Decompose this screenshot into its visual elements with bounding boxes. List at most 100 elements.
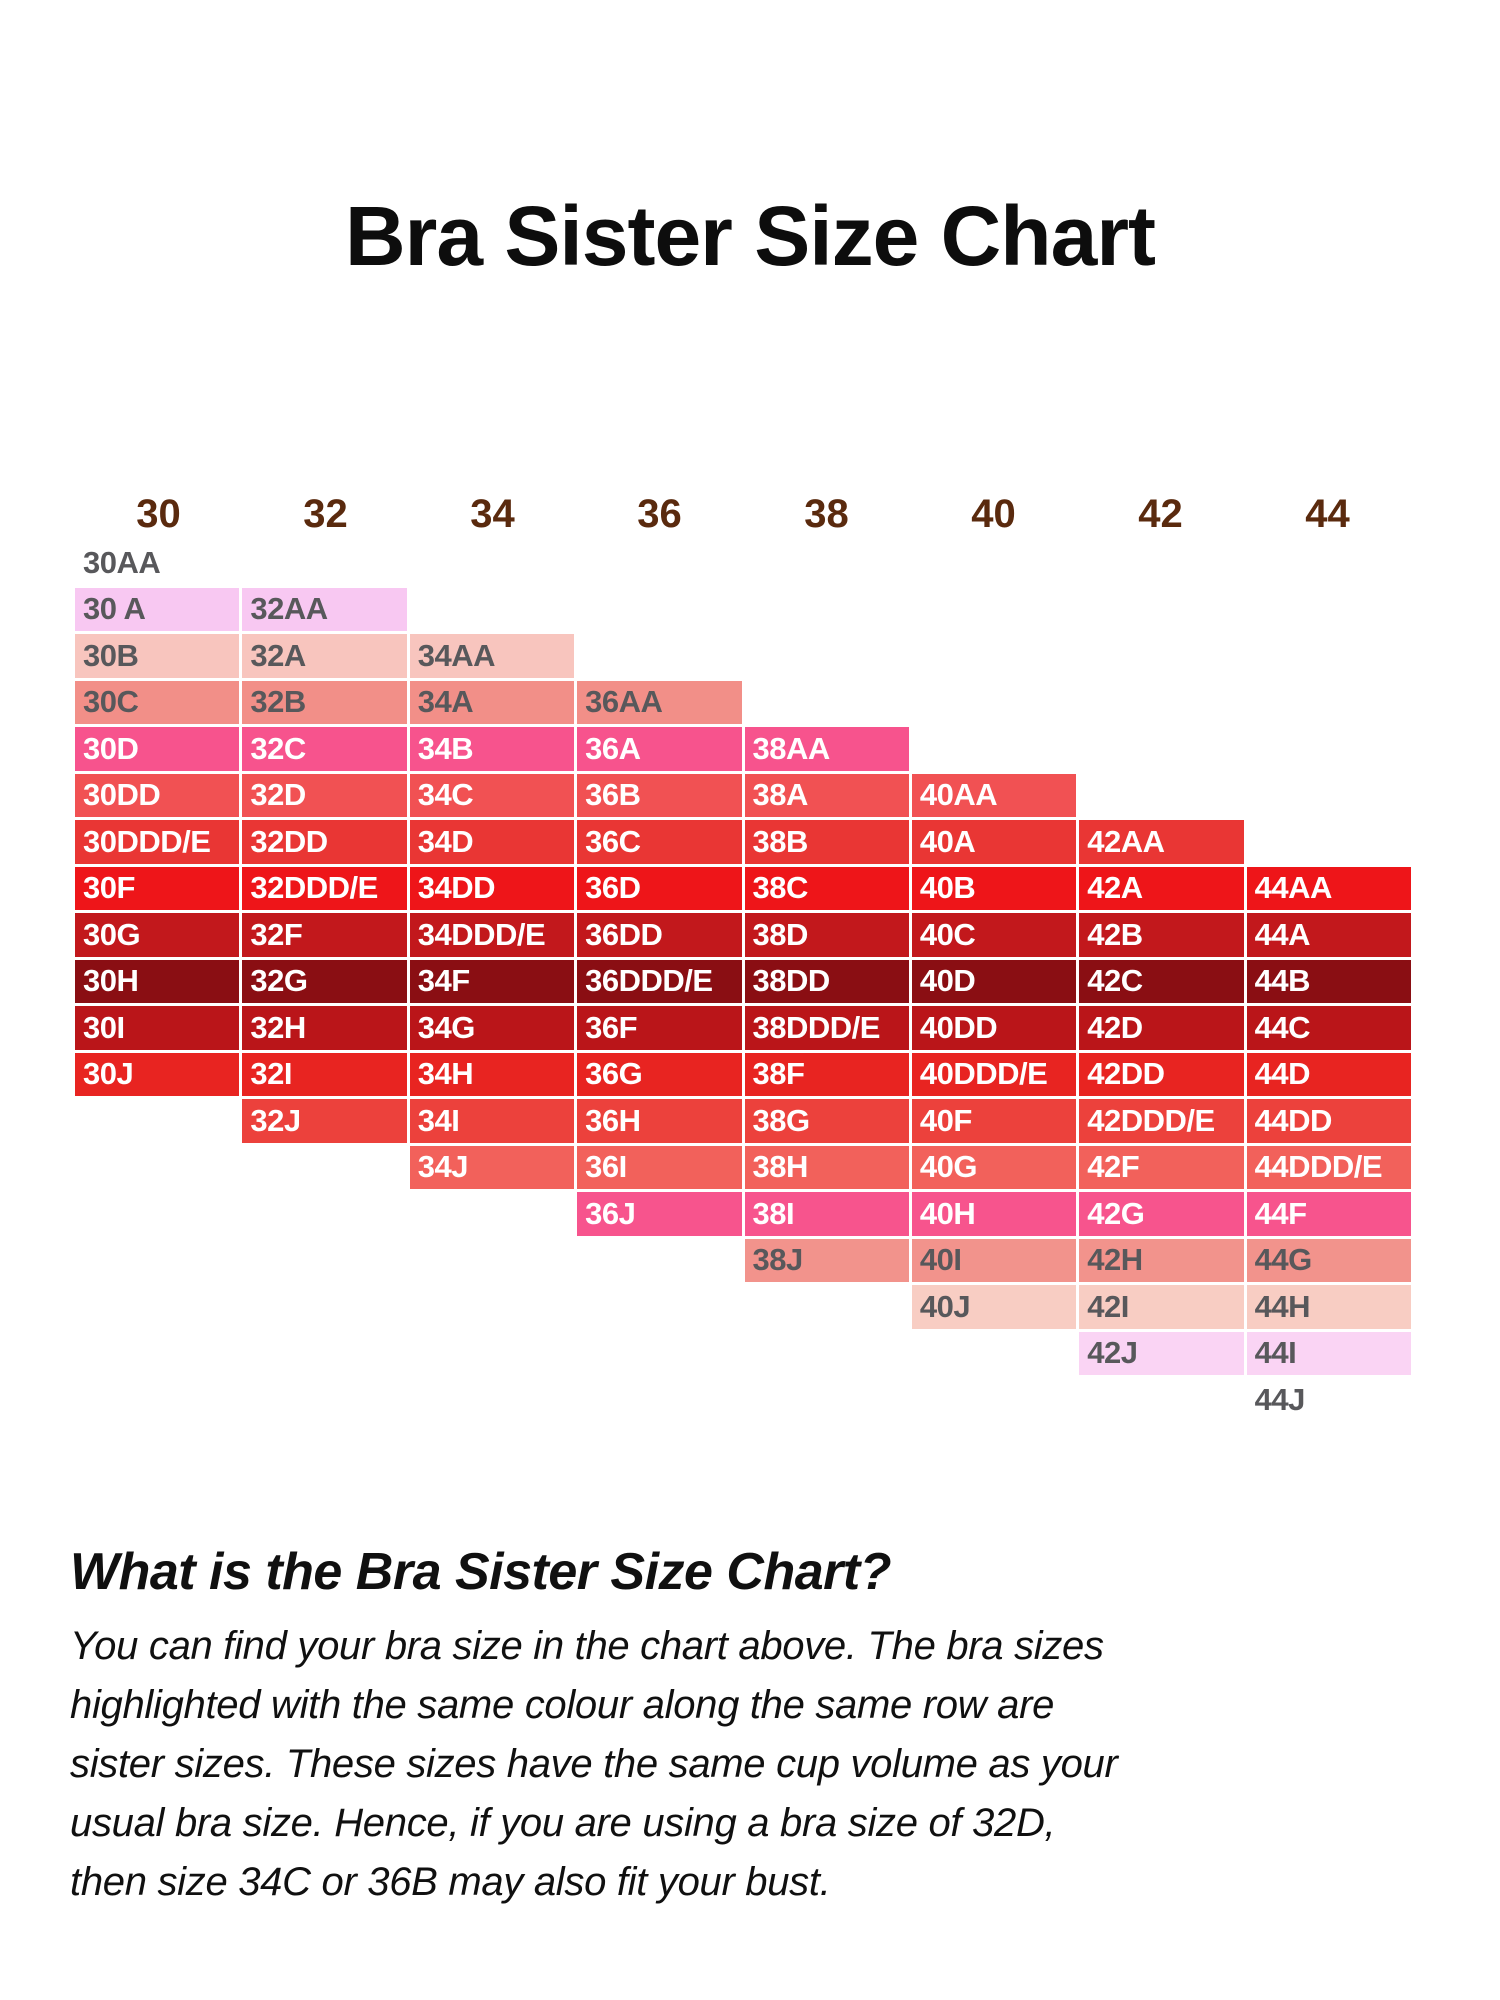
band-size-header: 32: [303, 492, 348, 536]
size-cell: 42F: [1079, 1145, 1244, 1189]
size-cell: 44AA: [1246, 866, 1411, 910]
size-cell: 30DD: [75, 773, 240, 817]
explanation-paragraph: You can find your bra size in the chart …: [70, 1617, 1150, 1912]
page-title: Bra Sister Size Chart: [345, 189, 1156, 283]
size-cell: 36A: [577, 727, 742, 771]
size-cell: 36DD: [577, 913, 742, 957]
size-cell: 34I: [409, 1099, 575, 1143]
size-cell: 44A: [1246, 913, 1411, 957]
size-cell: 32C: [242, 727, 407, 771]
size-cell: 32J: [242, 1099, 407, 1143]
size-cell: 34DD: [409, 866, 575, 910]
size-cell: 36F: [577, 1006, 742, 1050]
size-cell: 34B: [409, 727, 575, 771]
size-cell: 40G: [911, 1145, 1077, 1189]
size-cell: 34H: [409, 1052, 575, 1096]
size-cell: 30C: [75, 680, 240, 724]
size-cell: 38A: [744, 773, 909, 817]
size-cell: 38C: [744, 866, 909, 910]
size-cell: 30I: [75, 1006, 240, 1050]
size-cell: 42I: [1079, 1285, 1244, 1329]
size-cell: 30F: [75, 866, 240, 910]
size-cell: 34D: [409, 820, 575, 864]
size-cell: 44G: [1246, 1238, 1411, 1282]
size-cell: 40DD: [911, 1006, 1077, 1050]
size-cell: 34DDD/E: [409, 913, 575, 957]
size-cell: 32H: [242, 1006, 407, 1050]
size-cell: 34G: [409, 1006, 575, 1050]
size-cell: 42DDD/E: [1079, 1099, 1244, 1143]
size-cell: 32B: [242, 680, 407, 724]
band-size-header: 44: [1305, 492, 1350, 536]
size-cell: 42C: [1079, 959, 1244, 1003]
size-cell: 38AA: [744, 727, 909, 771]
size-cell: 36DDD/E: [577, 959, 742, 1003]
size-cell: 40C: [911, 913, 1077, 957]
size-cell: 44DDD/E: [1246, 1145, 1411, 1189]
explanation-line: highlighted with the same colour along t…: [70, 1682, 1055, 1727]
size-cell: 42H: [1079, 1238, 1244, 1282]
size-cell: 44I: [1246, 1331, 1411, 1375]
size-cell: 30J: [75, 1052, 240, 1096]
band-size-header: 40: [971, 492, 1016, 536]
size-cell: 30D: [75, 727, 240, 771]
size-cell: 42B: [1079, 913, 1244, 957]
size-cell: 44B: [1246, 959, 1411, 1003]
size-cell: 42D: [1079, 1006, 1244, 1050]
size-cell: 32F: [242, 913, 407, 957]
size-cell: 40A: [911, 820, 1077, 864]
band-size-header: 38: [804, 492, 849, 536]
band-size-header: 42: [1138, 492, 1183, 536]
size-cell: 36AA: [577, 680, 742, 724]
size-cell: 40DDD/E: [911, 1052, 1077, 1096]
band-size-header-row: 30 32 34 36 38 40 42 44: [75, 494, 1411, 534]
size-cell: 42AA: [1079, 820, 1244, 864]
band-size-header: 36: [637, 492, 682, 536]
size-cell: 32D: [242, 773, 407, 817]
size-cell: 38I: [744, 1192, 909, 1236]
size-cell: 36C: [577, 820, 742, 864]
size-cell: 36H: [577, 1099, 742, 1143]
size-cell: 40I: [911, 1238, 1077, 1282]
size-cell: 30H: [75, 959, 240, 1003]
size-cell: 32I: [242, 1052, 407, 1096]
size-cell: 34C: [409, 773, 575, 817]
explanation-line: usual bra size. Hence, if you are using …: [70, 1800, 1056, 1845]
size-cell: 34F: [409, 959, 575, 1003]
size-cell: 34J: [409, 1145, 575, 1189]
size-cell: 30 A: [75, 587, 240, 631]
size-cell: 32G: [242, 959, 407, 1003]
size-cell: 30B: [75, 634, 240, 678]
size-cell: 30AA: [75, 541, 240, 585]
size-cell: 38H: [744, 1145, 909, 1189]
size-cell: 42G: [1079, 1192, 1244, 1236]
size-cell: 38DDD/E: [744, 1006, 909, 1050]
explanation-line: You can find your bra size in the chart …: [70, 1623, 1104, 1668]
size-cell: 36J: [577, 1192, 742, 1236]
size-cell: 30DDD/E: [75, 820, 240, 864]
size-cell: 38DD: [744, 959, 909, 1003]
explanation-line: then size 34C or 36B may also fit your b…: [70, 1859, 831, 1904]
size-cell: 32A: [242, 634, 407, 678]
size-cell: 40J: [911, 1285, 1077, 1329]
size-cell: 34A: [409, 680, 575, 724]
size-cell: 38F: [744, 1052, 909, 1096]
size-cell: 44F: [1246, 1192, 1411, 1236]
size-cell: 44C: [1246, 1006, 1411, 1050]
size-cell: 34AA: [409, 634, 575, 678]
size-cell: 38D: [744, 913, 909, 957]
size-cell: 38J: [744, 1238, 909, 1282]
size-cell: 44DD: [1246, 1099, 1411, 1143]
size-cell: 44D: [1246, 1052, 1411, 1096]
size-cell: 40H: [911, 1192, 1077, 1236]
explanation-heading: What is the Bra Sister Size Chart?: [70, 1543, 891, 1601]
size-cell: 36B: [577, 773, 742, 817]
sister-size-grid: 30AA 30 A 32AA 30B 32A 34AA 30C 32B 34A 36AA 30D 32…: [75, 541, 1411, 1422]
size-cell: 40D: [911, 959, 1077, 1003]
explanation-line: sister sizes. These sizes have the same …: [70, 1741, 1118, 1786]
size-cell: 44H: [1246, 1285, 1411, 1329]
size-cell: 36I: [577, 1145, 742, 1189]
size-cell: 38B: [744, 820, 909, 864]
size-cell: 42DD: [1079, 1052, 1244, 1096]
size-cell: 42J: [1079, 1331, 1244, 1375]
